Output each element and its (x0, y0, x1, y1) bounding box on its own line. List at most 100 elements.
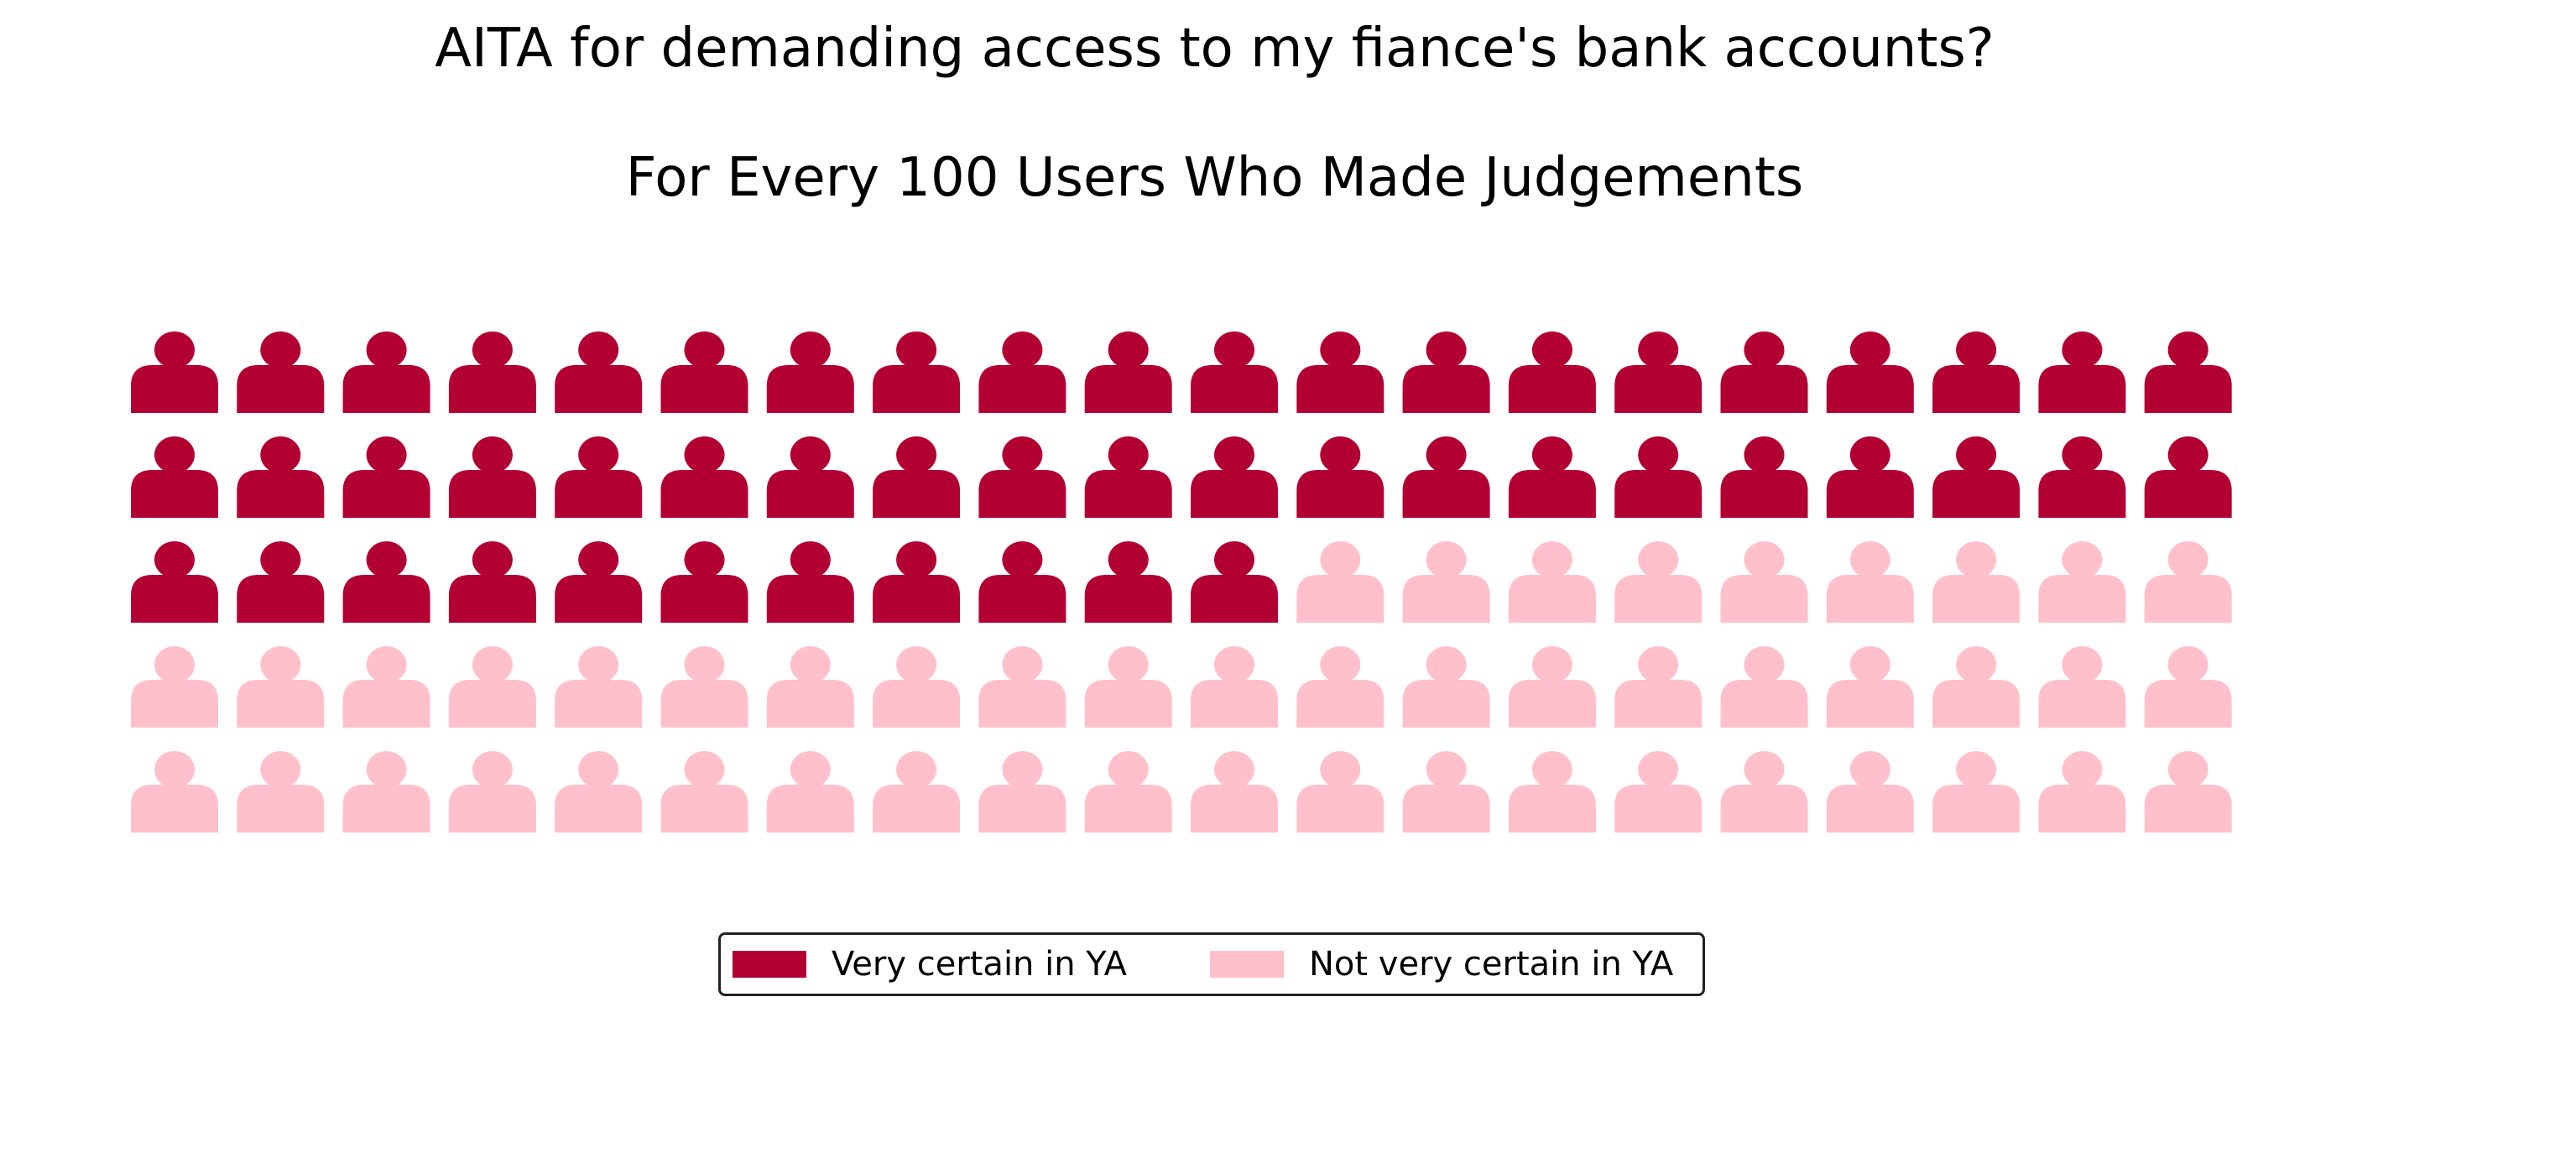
person-icon (2144, 331, 2232, 413)
person-icon (342, 436, 430, 518)
person-icon (2144, 646, 2232, 728)
person-icon (766, 541, 854, 623)
person-icon (1084, 751, 1172, 833)
person-icon (237, 541, 325, 623)
person-icon (1296, 331, 1384, 413)
person-icon (2144, 436, 2232, 518)
person-icon (2038, 541, 2126, 623)
person-icon (660, 436, 748, 518)
person-icon (1826, 751, 1914, 833)
person-icon (766, 436, 854, 518)
person-icon (873, 646, 961, 728)
legend-label-very-certain: Very certain in YA (832, 945, 1127, 984)
person-icon (1826, 646, 1914, 728)
person-icon (978, 541, 1066, 623)
person-icon (237, 751, 325, 833)
person-icon (2144, 751, 2232, 833)
person-icon (660, 751, 748, 833)
person-icon (131, 331, 218, 413)
person-icon (131, 751, 218, 833)
chart-subtitle: For Every 100 Users Who Made Judgements (625, 147, 1804, 209)
person-icon (555, 751, 643, 833)
person-icon (660, 541, 748, 623)
person-icon (766, 751, 854, 833)
person-icon (131, 646, 218, 728)
person-icon (660, 646, 748, 728)
person-icon (1084, 331, 1172, 413)
person-icon (1191, 331, 1278, 413)
person-icon (1191, 646, 1278, 728)
person-icon (1402, 541, 1490, 623)
person-icon (1826, 436, 1914, 518)
person-icon (131, 436, 218, 518)
person-icon (237, 331, 325, 413)
person-icon (1614, 541, 1703, 623)
person-icon (1296, 646, 1384, 728)
person-icon (2038, 646, 2126, 728)
person-icon (448, 541, 536, 623)
person-icon (1191, 436, 1278, 518)
person-icon (1508, 751, 1596, 833)
person-icon (766, 331, 854, 413)
person-icon (873, 436, 961, 518)
person-icon (1402, 436, 1490, 518)
person-icon (1508, 541, 1596, 623)
person-icon (2038, 751, 2126, 833)
person-icon (1084, 646, 1172, 728)
person-icon (448, 646, 536, 728)
person-icon (555, 436, 643, 518)
person-icon (555, 541, 643, 623)
person-icon (1720, 541, 1808, 623)
person-icon (342, 751, 430, 833)
person-icon (1826, 331, 1914, 413)
person-icon (873, 751, 961, 833)
person-icon (766, 646, 854, 728)
person-icon (448, 751, 536, 833)
person-icon (978, 436, 1066, 518)
person-icon (1720, 646, 1808, 728)
person-icon (342, 646, 430, 728)
person-icon (1614, 751, 1703, 833)
person-icon (237, 436, 325, 518)
person-icon (555, 331, 643, 413)
legend-item-not-very-certain: Not very certain in YA (1210, 935, 1673, 994)
person-icon (1191, 541, 1278, 623)
person-icon (342, 331, 430, 413)
legend-item-very-certain: Very certain in YA (733, 935, 1127, 994)
person-icon (1296, 751, 1384, 833)
person-icon (131, 541, 218, 623)
person-icon (1296, 541, 1384, 623)
person-icon (2038, 331, 2126, 413)
person-icon (978, 751, 1066, 833)
person-icon (1932, 436, 2021, 518)
person-icon (1720, 331, 1808, 413)
legend-label-not-very-certain: Not very certain in YA (1309, 945, 1674, 984)
person-icon (2144, 541, 2232, 623)
person-icon (448, 331, 536, 413)
person-icon (873, 331, 961, 413)
person-icon (2038, 436, 2126, 518)
legend-swatch-not-very-certain (1210, 951, 1284, 978)
person-icon (342, 541, 430, 623)
person-icon (1720, 436, 1808, 518)
person-icon (1402, 751, 1490, 833)
person-icon (1932, 331, 2021, 413)
person-icon (1402, 331, 1490, 413)
legend-swatch-very-certain (733, 951, 806, 978)
person-icon (1614, 436, 1703, 518)
person-icon (1614, 646, 1703, 728)
person-icon (1614, 331, 1703, 413)
person-icon (660, 331, 748, 413)
chart-title: AITA for demanding access to my fiance's… (435, 18, 1995, 80)
person-icon (1826, 541, 1914, 623)
person-icon (1402, 646, 1490, 728)
person-icon (1084, 541, 1172, 623)
person-icon (237, 646, 325, 728)
person-icon (448, 436, 536, 518)
person-icon (555, 646, 643, 728)
person-icon (1932, 646, 2021, 728)
person-icon (978, 646, 1066, 728)
person-icon (1932, 751, 2021, 833)
person-icon (1720, 751, 1808, 833)
